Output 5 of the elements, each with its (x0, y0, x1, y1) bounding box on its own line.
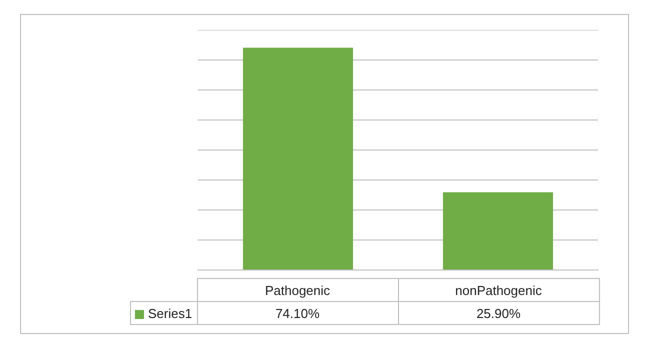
data-label: 25.90% (398, 302, 599, 324)
x-tick-label: Pathogenic (197, 278, 398, 302)
legend-label: Series1 (130, 302, 197, 324)
x-tick-label: nonPathogenic (398, 278, 599, 302)
data-label: 74.10% (197, 302, 398, 324)
